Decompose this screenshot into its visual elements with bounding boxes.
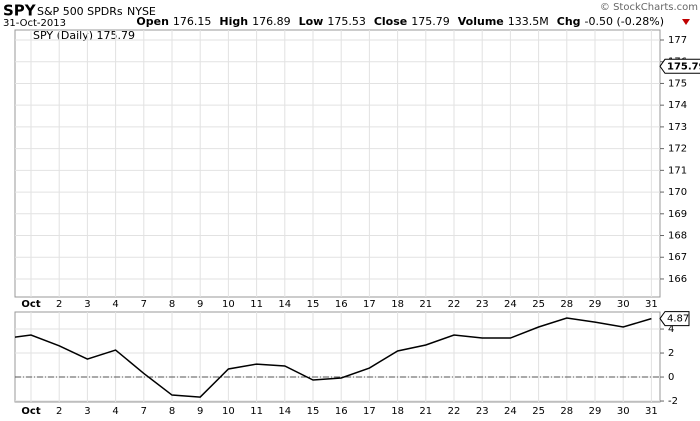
x-tick-label: 3 [84, 406, 90, 417]
y-tick-label: -2 [668, 396, 678, 407]
x-tick-label: 14 [278, 299, 291, 310]
quote-value: -0.50 (-0.28%) [585, 15, 664, 28]
x-tick-label: 4 [112, 406, 118, 417]
x-tick-label: 3 [84, 299, 90, 310]
indicator-panel-frame [14, 311, 661, 403]
y-tick-label: 174 [668, 100, 687, 111]
x-tick-label: 9 [197, 299, 203, 310]
x-tick-label: 2 [56, 299, 62, 310]
x-tick-label: 22 [448, 406, 461, 417]
quote-label: Open [136, 15, 169, 28]
x-tick-label: 28 [560, 299, 573, 310]
x-tick-label: 9 [197, 406, 203, 417]
y-tick-label: 166 [668, 274, 687, 285]
y-tick-label: 4 [668, 324, 674, 335]
x-tick-label: 15 [307, 299, 320, 310]
x-tick-label: 23 [476, 406, 489, 417]
x-tick-label: 25 [532, 299, 545, 310]
x-tick-label: 30 [617, 406, 630, 417]
x-tick-label: 10 [222, 299, 235, 310]
symbol: SPY [3, 2, 37, 20]
x-tick-label: 14 [278, 406, 291, 417]
x-tick-label: 4 [112, 299, 118, 310]
y-tick-label: 177 [668, 35, 687, 46]
x-tick-label: Oct [21, 299, 40, 310]
x-tick-label: 18 [391, 406, 404, 417]
quote-label: Low [299, 15, 324, 28]
quote: Open 176.15 High 176.89 Low 175.53 Close 175.79… [136, 15, 664, 28]
y-tick-label: 2 [668, 348, 674, 359]
x-tick-label: 2 [56, 406, 62, 417]
y-tick-label: 171 [668, 165, 687, 176]
x-tick-label: 23 [476, 299, 489, 310]
quote-label: High [219, 15, 248, 28]
x-tick-label: 11 [250, 406, 263, 417]
x-tick-label: 18 [391, 299, 404, 310]
x-tick-label: 21 [419, 299, 432, 310]
y-tick-label: 170 [668, 187, 687, 198]
quote-value: 175.53 [327, 15, 366, 28]
x-tick-label: 22 [448, 299, 461, 310]
indicator-line [15, 317, 652, 398]
x-tick-label: 24 [504, 406, 517, 417]
price-panel-frame [14, 29, 661, 298]
y-tick-label: 168 [668, 231, 687, 242]
x-tick-label: 31 [645, 406, 658, 417]
y-tick-label: 173 [668, 122, 687, 133]
quote-label: Close [374, 15, 407, 28]
y-tick-label: 175 [668, 78, 687, 89]
x-tick-label: 16 [335, 299, 348, 310]
y-tick-label: 0 [668, 372, 674, 383]
last-value-tag [659, 311, 690, 327]
y-tick-label: 172 [668, 144, 687, 155]
x-tick-label: 29 [589, 406, 602, 417]
panel-label: SPY (Daily) 175.79 [33, 29, 135, 42]
security-name: S&P 500 SPDRs [37, 5, 123, 18]
last-value-label: 175.79 [667, 61, 700, 72]
x-tick-label: Oct [21, 406, 40, 417]
x-tick-label: 16 [335, 406, 348, 417]
x-tick-label: 17 [363, 299, 376, 310]
x-tick-label: 17 [363, 406, 376, 417]
quote-value: 175.79 [411, 15, 450, 28]
x-tick-label: 11 [250, 299, 263, 310]
x-tick-label: 31 [645, 299, 658, 310]
x-tick-label: 21 [419, 406, 432, 417]
date: 31-Oct-2013 [3, 18, 66, 29]
quote-value: 176.15 [173, 15, 212, 28]
x-tick-label: 10 [222, 406, 235, 417]
x-tick-label: 7 [141, 299, 147, 310]
last-value-label: 4.87 [667, 314, 689, 325]
copyright: © StockCharts.com [600, 2, 698, 13]
y-tick-label: 169 [668, 209, 687, 220]
x-tick-label: 28 [560, 406, 573, 417]
x-tick-label: 30 [617, 299, 630, 310]
x-tick-label: 8 [169, 406, 175, 417]
x-tick-label: 15 [307, 406, 320, 417]
y-tick-label: 167 [668, 252, 687, 263]
x-tick-label: 29 [589, 299, 602, 310]
last-value-tag [659, 58, 700, 74]
quote-value: 133.5M [508, 15, 549, 28]
x-tick-label: 25 [532, 406, 545, 417]
exchange: NYSE [127, 5, 156, 18]
x-tick-label: 8 [169, 299, 175, 310]
quote-value: 176.89 [252, 15, 291, 28]
x-tick-label: 7 [141, 406, 147, 417]
quote-label: Chg [557, 15, 581, 28]
x-tick-label: 24 [504, 299, 517, 310]
quote-label: Volume [458, 15, 504, 28]
down-arrow [682, 19, 690, 25]
